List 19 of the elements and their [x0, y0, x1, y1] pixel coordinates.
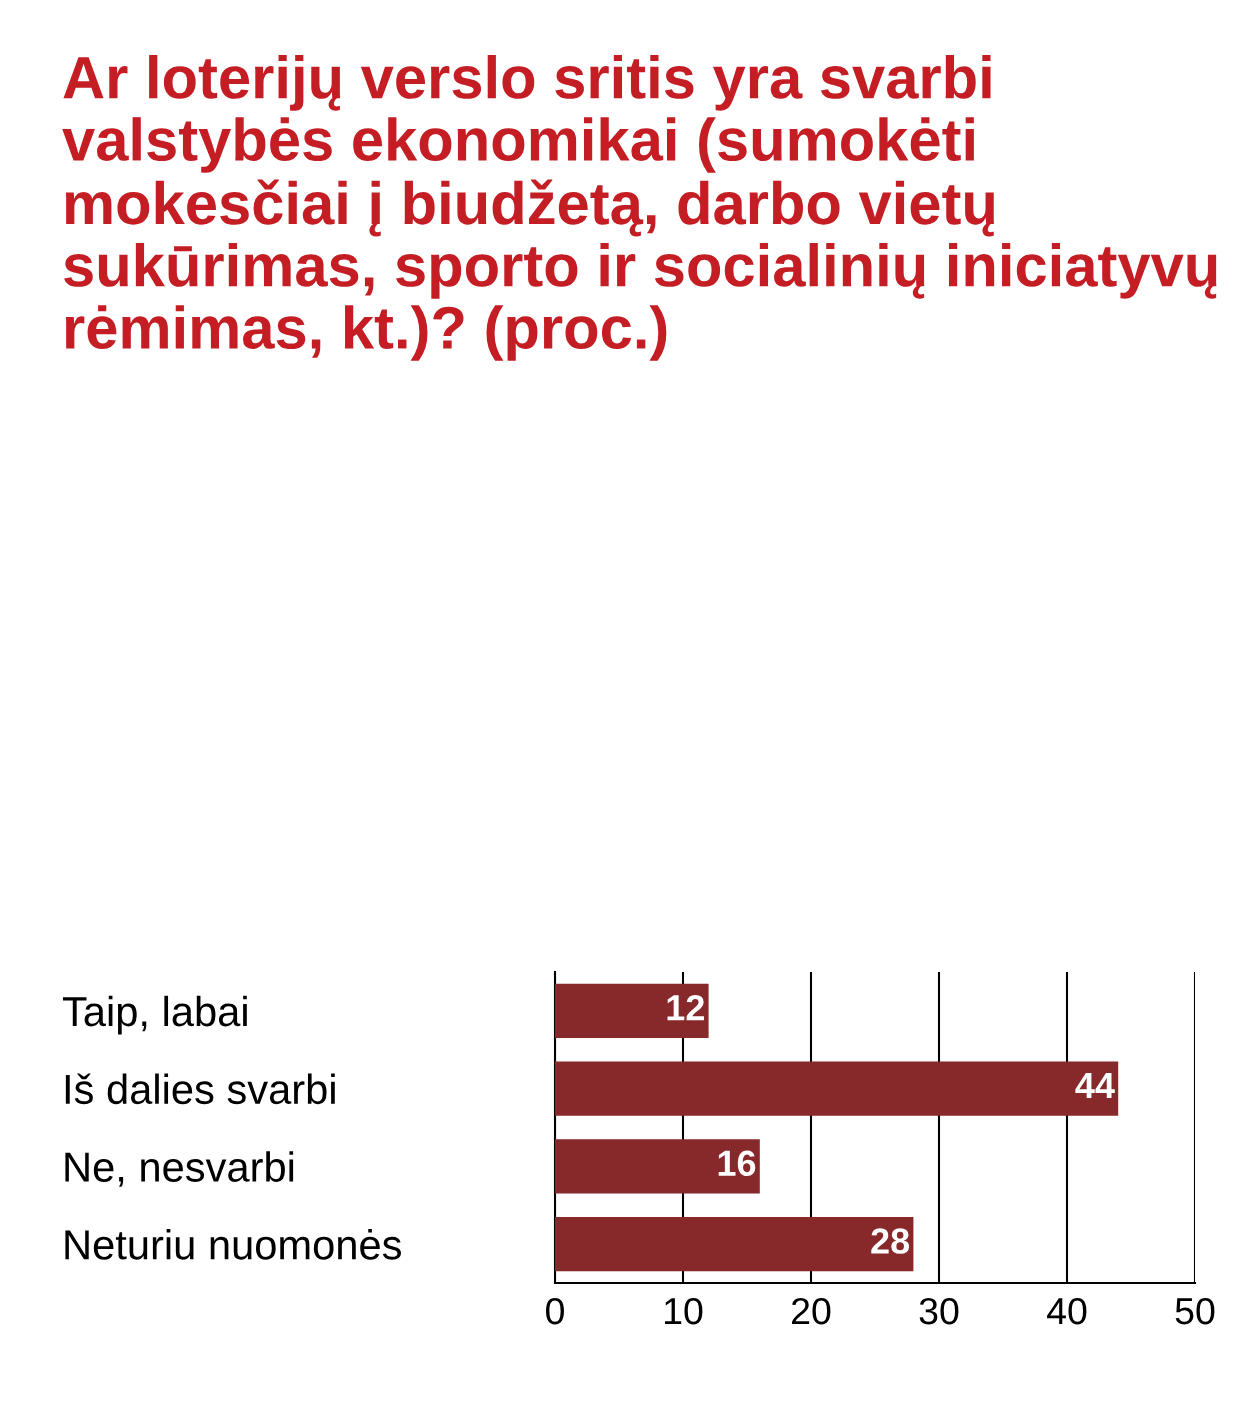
x-tick-label: 20 [792, 1297, 831, 1325]
x-tick-label: 50 [1175, 1297, 1215, 1325]
bar [555, 1061, 1119, 1116]
data-label: 12 [667, 995, 704, 1021]
data-label: 28 [871, 1228, 910, 1254]
y-tick-label: Ne, nesvarbi [65, 1151, 294, 1187]
x-tick-label: 40 [1047, 1297, 1087, 1325]
y-tick-label: Iš dalies svarbi [65, 1073, 335, 1105]
chart-title: Ar loterijų verslo sritis yra svarbi valstybės ekonomikai (sumokėti mokesčiai į biudžetą, darbo vietų sukūrimas, sporto ir socialinių iniciatyvų rėmimas, kt.)? (proc.) [62, 55, 1217, 361]
x-tick-label: 0 [546, 1297, 564, 1325]
data-label: 16 [718, 1150, 756, 1177]
y-tick-label: Neturiu nuomonės [65, 1229, 401, 1260]
x-tick-label: 10 [665, 1297, 703, 1325]
bar [555, 1216, 914, 1272]
bar [555, 983, 709, 1039]
y-tick-label: Taip, labai [62, 995, 247, 1035]
bar [555, 1139, 760, 1194]
x-tick-label: 30 [919, 1297, 959, 1325]
data-label: 44 [1075, 1073, 1115, 1098]
